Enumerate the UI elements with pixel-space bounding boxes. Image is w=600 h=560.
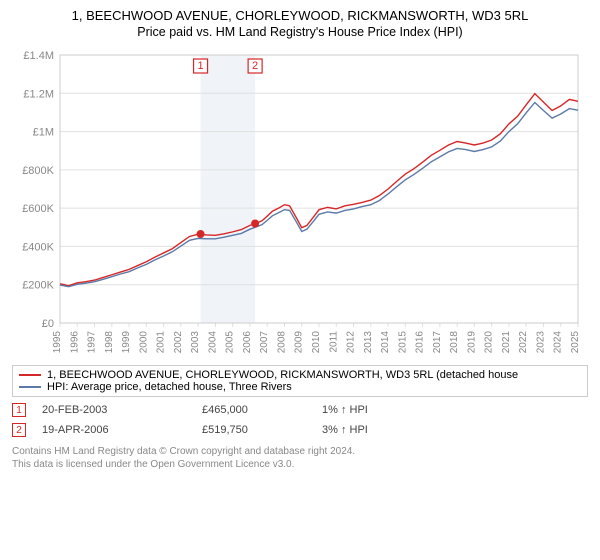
svg-text:2014: 2014 xyxy=(380,331,391,354)
footer-line-1: Contains HM Land Registry data © Crown c… xyxy=(12,445,588,458)
svg-text:1997: 1997 xyxy=(87,331,98,354)
svg-text:2018: 2018 xyxy=(449,331,460,354)
svg-text:2006: 2006 xyxy=(242,331,253,354)
legend-label-hpi: HPI: Average price, detached house, Thre… xyxy=(47,381,292,393)
svg-text:£1M: £1M xyxy=(33,127,54,139)
svg-text:2015: 2015 xyxy=(397,331,408,354)
sale-marker-2: 2 xyxy=(12,423,26,437)
footer-attribution: Contains HM Land Registry data © Crown c… xyxy=(12,445,588,471)
legend-row-hpi: HPI: Average price, detached house, Thre… xyxy=(19,381,581,393)
chart-title: 1, BEECHWOOD AVENUE, CHORLEYWOOD, RICKMA… xyxy=(12,8,588,23)
svg-text:£800K: £800K xyxy=(22,165,54,177)
svg-text:1996: 1996 xyxy=(69,331,80,354)
sale-date-1: 20-FEB-2003 xyxy=(42,404,202,416)
legend-row-property: 1, BEECHWOOD AVENUE, CHORLEYWOOD, RICKMA… xyxy=(19,369,581,381)
svg-text:2020: 2020 xyxy=(484,331,495,354)
svg-text:£200K: £200K xyxy=(22,280,54,292)
svg-text:£400K: £400K xyxy=(22,241,54,253)
svg-text:2021: 2021 xyxy=(501,331,512,354)
svg-text:£0: £0 xyxy=(42,318,54,330)
svg-text:£600K: £600K xyxy=(22,203,54,215)
svg-text:2012: 2012 xyxy=(346,331,357,354)
svg-text:2013: 2013 xyxy=(363,331,374,354)
svg-text:2019: 2019 xyxy=(466,331,477,354)
legend: 1, BEECHWOOD AVENUE, CHORLEYWOOD, RICKMA… xyxy=(12,365,588,397)
svg-text:1995: 1995 xyxy=(52,331,63,354)
svg-text:2022: 2022 xyxy=(518,331,529,354)
svg-text:2005: 2005 xyxy=(225,331,236,354)
svg-text:2016: 2016 xyxy=(415,331,426,354)
legend-swatch-hpi xyxy=(19,386,41,388)
sale-price-2: £519,750 xyxy=(202,424,322,436)
chart-wrap: £0 £200K £400K £600K £800K £1M £1.2M £1.4M 1995 1… xyxy=(12,47,588,357)
svg-text:1: 1 xyxy=(197,60,203,72)
sale-date-2: 19-APR-2006 xyxy=(42,424,202,436)
sale-price-1: £465,000 xyxy=(202,404,322,416)
svg-text:2025: 2025 xyxy=(570,331,581,354)
svg-text:1998: 1998 xyxy=(104,331,115,354)
chart-container: 1, BEECHWOOD AVENUE, CHORLEYWOOD, RICKMA… xyxy=(0,0,600,560)
sale-row-2: 2 19-APR-2006 £519,750 3% ↑ HPI xyxy=(12,423,588,437)
svg-text:2003: 2003 xyxy=(190,331,201,354)
svg-text:£1.2M: £1.2M xyxy=(23,88,54,100)
sale-pct-1: 1% ↑ HPI xyxy=(322,404,442,416)
svg-text:2017: 2017 xyxy=(432,331,443,354)
svg-text:2009: 2009 xyxy=(294,331,305,354)
chart-subtitle: Price paid vs. HM Land Registry's House … xyxy=(12,25,588,39)
svg-text:£1.4M: £1.4M xyxy=(23,50,54,62)
svg-text:2024: 2024 xyxy=(553,331,564,354)
footer-line-2: This data is licensed under the Open Gov… xyxy=(12,458,588,471)
legend-swatch-property xyxy=(19,374,41,376)
svg-text:2000: 2000 xyxy=(138,331,149,354)
svg-text:2007: 2007 xyxy=(259,331,270,354)
sale-marker-1: 1 xyxy=(12,403,26,417)
sale-row-1: 1 20-FEB-2003 £465,000 1% ↑ HPI xyxy=(12,403,588,417)
svg-text:2001: 2001 xyxy=(156,331,167,354)
legend-label-property: 1, BEECHWOOD AVENUE, CHORLEYWOOD, RICKMA… xyxy=(47,369,518,381)
svg-text:2004: 2004 xyxy=(207,331,218,354)
svg-text:2: 2 xyxy=(252,60,258,72)
svg-text:2002: 2002 xyxy=(173,331,184,354)
sale-pct-2: 3% ↑ HPI xyxy=(322,424,442,436)
svg-text:2010: 2010 xyxy=(311,331,322,354)
svg-text:2023: 2023 xyxy=(535,331,546,354)
svg-text:2008: 2008 xyxy=(276,331,287,354)
svg-text:1999: 1999 xyxy=(121,331,132,354)
price-line-chart: £0 £200K £400K £600K £800K £1M £1.2M £1.4M 1995 1… xyxy=(12,47,588,357)
svg-text:2011: 2011 xyxy=(328,331,339,353)
